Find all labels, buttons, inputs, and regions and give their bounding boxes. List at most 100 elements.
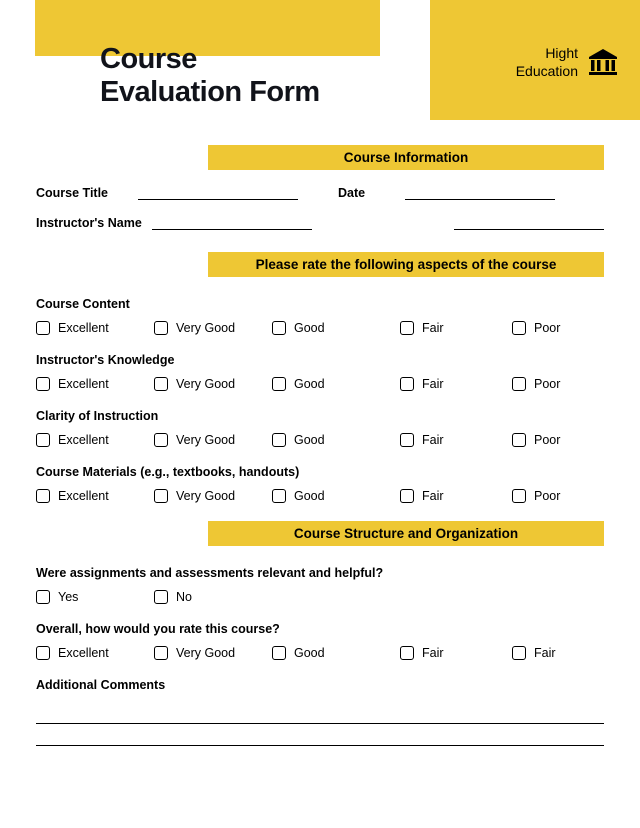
options-q4: Excellent Very Good Good Fair Poor [36,489,604,503]
checkbox-icon [154,646,168,660]
comment-line-1[interactable] [36,702,604,724]
checkbox-icon [154,321,168,335]
rating-q1: Course Content [36,297,604,311]
option[interactable]: Poor [512,489,560,503]
option-label: Poor [534,489,560,503]
rating-block-1: Course Content Excellent Very Good Good … [36,297,604,503]
section-rate: Please rate the following aspects of the… [208,252,604,277]
option-label: Good [294,377,325,391]
option-label: Fair [422,646,444,660]
input-course-title[interactable] [138,186,298,200]
options-overall: Excellent Very Good Good Fair Fair [36,646,604,660]
option-label: Fair [422,489,444,503]
checkbox-icon [512,646,526,660]
option[interactable]: Excellent [36,646,154,660]
info-row-1: Course Title Date [36,186,604,200]
brand-line2: Education [516,63,578,79]
option-label: Excellent [58,433,109,447]
option-label: Good [294,489,325,503]
option-label: Good [294,321,325,335]
form-content: Course Information Course Title Date Ins… [36,145,604,746]
info-row-2: Instructor's Name [36,216,604,230]
option-label: Yes [58,590,78,604]
rating-q4: Course Materials (e.g., textbooks, hando… [36,465,604,479]
title-line2: Evaluation Form [100,76,320,108]
options-q1: Excellent Very Good Good Fair Poor [36,321,604,335]
option[interactable]: Poor [512,321,560,335]
option[interactable]: Very Good [154,489,272,503]
option[interactable]: Very Good [154,321,272,335]
option-label: Poor [534,377,560,391]
option[interactable]: Fair [400,489,512,503]
option[interactable]: Excellent [36,433,154,447]
comments-label: Additional Comments [36,678,604,692]
option[interactable]: Fair [400,377,512,391]
q-relevant: Were assignments and assessments relevan… [36,566,604,580]
option-label: Good [294,433,325,447]
checkbox-icon [36,489,50,503]
rating-q3: Clarity of Instruction [36,409,604,423]
option-label: Poor [534,321,560,335]
checkbox-icon [400,433,414,447]
label-date: Date [338,186,365,200]
checkbox-icon [272,433,286,447]
brand-line1: Hight [545,45,578,61]
option-label: Excellent [58,321,109,335]
checkbox-icon [36,590,50,604]
checkbox-icon [400,489,414,503]
checkbox-icon [272,377,286,391]
option-label: Very Good [176,489,235,503]
q-overall: Overall, how would you rate this course? [36,622,604,636]
option-label: Very Good [176,433,235,447]
option[interactable]: Good [272,433,400,447]
option-label: Good [294,646,325,660]
option[interactable]: Good [272,321,400,335]
option[interactable]: Poor [512,377,560,391]
checkbox-icon [272,646,286,660]
option-label: Fair [422,321,444,335]
checkbox-icon [154,377,168,391]
options-q3: Excellent Very Good Good Fair Poor [36,433,604,447]
option[interactable]: Very Good [154,377,272,391]
checkbox-icon [512,489,526,503]
checkbox-icon [154,433,168,447]
option-yes[interactable]: Yes [36,590,154,604]
option-label: Excellent [58,646,109,660]
checkbox-icon [36,377,50,391]
brand-text: Hight Education [516,45,578,80]
option[interactable]: Fair [400,646,512,660]
option-label: Fair [534,646,556,660]
checkbox-icon [36,321,50,335]
comment-line-2[interactable] [36,724,604,746]
institution-icon [588,49,618,77]
structure-block: Were assignments and assessments relevan… [36,566,604,660]
option[interactable]: Poor [512,433,560,447]
input-date[interactable] [405,186,555,200]
option-label: Excellent [58,489,109,503]
option[interactable]: Very Good [154,646,272,660]
option[interactable]: Good [272,377,400,391]
options-relevant: Yes No [36,590,604,604]
option-label: Fair [422,433,444,447]
option-label: Very Good [176,321,235,335]
option[interactable]: Good [272,489,400,503]
option-no[interactable]: No [154,590,192,604]
option[interactable]: Fair [400,433,512,447]
option[interactable]: Fair [512,646,556,660]
option[interactable]: Excellent [36,321,154,335]
option[interactable]: Excellent [36,489,154,503]
option[interactable]: Good [272,646,400,660]
checkbox-icon [272,489,286,503]
option[interactable]: Excellent [36,377,154,391]
option[interactable]: Very Good [154,433,272,447]
checkbox-icon [400,377,414,391]
option-label: No [176,590,192,604]
title-line1: Course [100,43,197,75]
input-instructor[interactable] [152,216,312,230]
option-label: Excellent [58,377,109,391]
option[interactable]: Fair [400,321,512,335]
option-label: Very Good [176,646,235,660]
input-extra[interactable] [454,216,604,230]
checkbox-icon [154,590,168,604]
options-q2: Excellent Very Good Good Fair Poor [36,377,604,391]
